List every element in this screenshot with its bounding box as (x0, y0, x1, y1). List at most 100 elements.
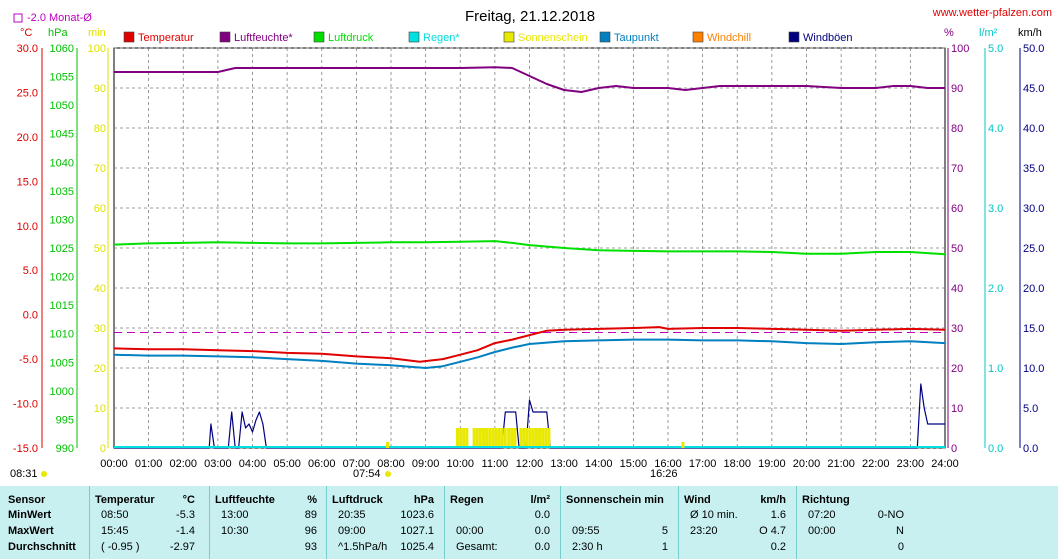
x-tick-label: 20:00 (793, 458, 821, 470)
stats-cell: 20:35 (338, 509, 366, 521)
percent-tick-label: 70 (951, 163, 963, 175)
stats-cell-value: 1023.6 (400, 509, 434, 521)
percent-tick-label: 100 (951, 43, 969, 55)
stats-cell-value: 96 (304, 525, 317, 537)
stats-cell: ^1.5hPa/h (338, 541, 388, 553)
stats-separator (89, 486, 90, 559)
stats-cell-value: 0.0 (534, 541, 550, 553)
percent-tick-label: 50 (951, 243, 963, 255)
pressure-unit-label: hPa (48, 27, 68, 39)
x-tick-label: 00:00 (100, 458, 128, 470)
label-maxwert: MaxWert (8, 525, 54, 537)
stats-cell-value: -2.97 (169, 541, 195, 553)
stats-cell-value: 0.0 (534, 525, 550, 537)
percent-tick-label: 10 (951, 403, 963, 415)
percent-tick-label: 0 (951, 443, 957, 455)
rain-tick-label: 0.0 (988, 443, 1003, 455)
stats-col-unit: km/h (760, 494, 786, 506)
rain-tick-label: 3.0 (988, 203, 1003, 215)
pressure-tick-label: 1005 (50, 357, 74, 369)
pressure-tick-label: 1040 (50, 157, 74, 169)
pressure-tick-label: 1045 (50, 129, 74, 141)
stats-col-title: Sonnenschein min (566, 494, 664, 506)
x-tick-label: 14:00 (585, 458, 613, 470)
stats-cell-value: 0-NO (877, 509, 904, 521)
pressure-tick-label: 1015 (50, 300, 74, 312)
legend-swatch (219, 31, 231, 43)
legend-swatch (692, 31, 704, 43)
stats-col-temperatur: Temperatur °C 08:50 -5.3 15:45 -1.4 ( -0.95 ) -… (93, 486, 201, 559)
legend-swatch (313, 31, 325, 43)
x-tick-label: 19:00 (758, 458, 786, 470)
stats-cell: Ø 10 min. (690, 509, 738, 521)
stats-cell: Gesamt: (456, 541, 498, 553)
stats-separator (444, 486, 445, 559)
temp-tick-label: 0.0 (23, 310, 38, 322)
pressure-tick-label: 1035 (50, 186, 74, 198)
sun-min-tick-label: 0 (100, 443, 106, 455)
wind-tick-label: 0.0 (1023, 443, 1038, 455)
sun-min-tick-label: 80 (94, 123, 106, 135)
wind-tick-label: 25.0 (1023, 243, 1044, 255)
sun-min-tick-label: 40 (94, 283, 106, 295)
pressure-tick-label: 1000 (50, 386, 74, 398)
pressure-tick-label: 1010 (50, 329, 74, 341)
stats-cell: 2:30 h (572, 541, 603, 553)
stats-col-regen: Regen l/m² 0.0 00:00 0.0 Gesamt: 0.0 (448, 486, 556, 559)
stats-cell-value: 1.6 (770, 509, 786, 521)
pressure-tick-label: 1060 (50, 43, 74, 55)
stats-table: Sensor MinWert MaxWert Durchschnitt Temp… (0, 486, 1058, 559)
stats-cell: 00:00 (456, 525, 484, 537)
temp-tick-label: -5.0 (19, 354, 38, 366)
stats-col-title: Temperatur (95, 494, 155, 506)
stats-col-luftfeuchte: Luftfeuchte% 13:00 89 10:30 96 93 (213, 486, 323, 559)
wind-tick-label: 10.0 (1023, 363, 1044, 375)
sunrise-time: 08:31 (10, 468, 38, 480)
x-tick-label: 07:00 (343, 458, 371, 470)
x-tick-label: 05:00 (273, 458, 301, 470)
stats-cell: 09:00 (338, 525, 366, 537)
legend-label: Regen* (423, 32, 460, 44)
x-tick-label: 23:00 (897, 458, 925, 470)
wind-tick-label: 30.0 (1023, 203, 1044, 215)
stats-col-unit: hPa (413, 494, 434, 506)
pressure-tick-label: 1030 (50, 214, 74, 226)
monat-avg-icon (13, 13, 23, 23)
percent-tick-label: 40 (951, 283, 963, 295)
stats-col-title: Wind (684, 494, 711, 506)
series-line-luftdruck (113, 240, 946, 256)
percent-tick-label: 60 (951, 203, 963, 215)
stats-col-title: Luftfeuchte (215, 494, 275, 506)
percent-tick-label: 20 (951, 363, 963, 375)
temp-tick-label: -15.0 (13, 443, 38, 455)
legend-swatch (599, 31, 611, 43)
stats-cell-value: 1025.4 (400, 541, 434, 553)
pressure-tick-label: 995 (56, 414, 74, 426)
wind-unit-label: km/h (1018, 27, 1042, 39)
series-line-temperatur (113, 326, 946, 363)
stats-cell-value: 1 (661, 541, 668, 553)
x-tick-label: 17:00 (689, 458, 717, 470)
sun-min-tick-label: 30 (94, 323, 106, 335)
wind-tick-label: 50.0 (1023, 43, 1044, 55)
stats-cell-value: 1027.1 (400, 525, 434, 537)
legend-label: Luftfeuchte* (234, 32, 293, 44)
weather-chart: 30.0 25.0 20.0 15.0 10.0 5.0 0.0 -5.0 -10.0 -15.0… (10, 7, 1052, 480)
stats-cell-value: -1.4 (176, 525, 195, 537)
x-tick-label: 09:00 (412, 458, 440, 470)
sun-min-tick-label: 10 (94, 403, 106, 415)
x-tick-label: 10:00 (446, 458, 474, 470)
x-tick-label: 16:00 (654, 458, 682, 470)
rain-unit-label: l/m² (979, 27, 998, 39)
x-tick-label: 01:00 (135, 458, 163, 470)
stats-cell-value: 0.0 (534, 509, 550, 521)
stats-cell-value: N (896, 525, 904, 537)
stats-cell-value: 93 (304, 541, 317, 553)
legend-label: Taupunkt (614, 32, 659, 44)
x-tick-label: 06:00 (308, 458, 336, 470)
sun-min-tick-label: 90 (94, 83, 106, 95)
stats-cell-value: O 4.7 (759, 525, 786, 537)
site-url: www.wetter-pfalzen.com (932, 7, 1052, 19)
stats-cell-value: 0.2 (770, 541, 786, 553)
x-tick-label: 18:00 (723, 458, 751, 470)
